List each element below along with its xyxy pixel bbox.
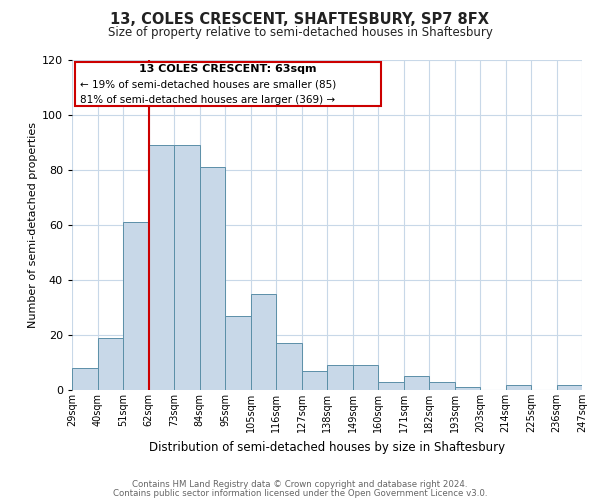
- Text: 13, COLES CRESCENT, SHAFTESBURY, SP7 8FX: 13, COLES CRESCENT, SHAFTESBURY, SP7 8FX: [110, 12, 490, 28]
- Text: 81% of semi-detached houses are larger (369) →: 81% of semi-detached houses are larger (…: [80, 94, 335, 104]
- Y-axis label: Number of semi-detached properties: Number of semi-detached properties: [28, 122, 38, 328]
- Bar: [302, 371, 327, 390]
- Bar: [97, 338, 123, 390]
- Bar: [225, 316, 251, 390]
- Bar: [505, 384, 531, 390]
- Bar: [429, 382, 455, 390]
- Bar: [149, 145, 174, 390]
- Text: Contains HM Land Registry data © Crown copyright and database right 2024.: Contains HM Land Registry data © Crown c…: [132, 480, 468, 489]
- Bar: [72, 368, 97, 390]
- Bar: [404, 376, 429, 390]
- Bar: [251, 294, 276, 390]
- Text: Contains public sector information licensed under the Open Government Licence v3: Contains public sector information licen…: [113, 489, 487, 498]
- Bar: [557, 384, 582, 390]
- Bar: [455, 387, 480, 390]
- Bar: [353, 365, 378, 390]
- Bar: [276, 343, 302, 390]
- X-axis label: Distribution of semi-detached houses by size in Shaftesbury: Distribution of semi-detached houses by …: [149, 440, 505, 454]
- Bar: [327, 365, 353, 390]
- Bar: [123, 222, 149, 390]
- Text: Size of property relative to semi-detached houses in Shaftesbury: Size of property relative to semi-detach…: [107, 26, 493, 39]
- Text: ← 19% of semi-detached houses are smaller (85): ← 19% of semi-detached houses are smalle…: [80, 80, 336, 90]
- Bar: [378, 382, 404, 390]
- Bar: [199, 167, 225, 390]
- FancyBboxPatch shape: [74, 62, 380, 106]
- Text: 13 COLES CRESCENT: 63sqm: 13 COLES CRESCENT: 63sqm: [139, 64, 316, 74]
- Bar: [174, 145, 199, 390]
